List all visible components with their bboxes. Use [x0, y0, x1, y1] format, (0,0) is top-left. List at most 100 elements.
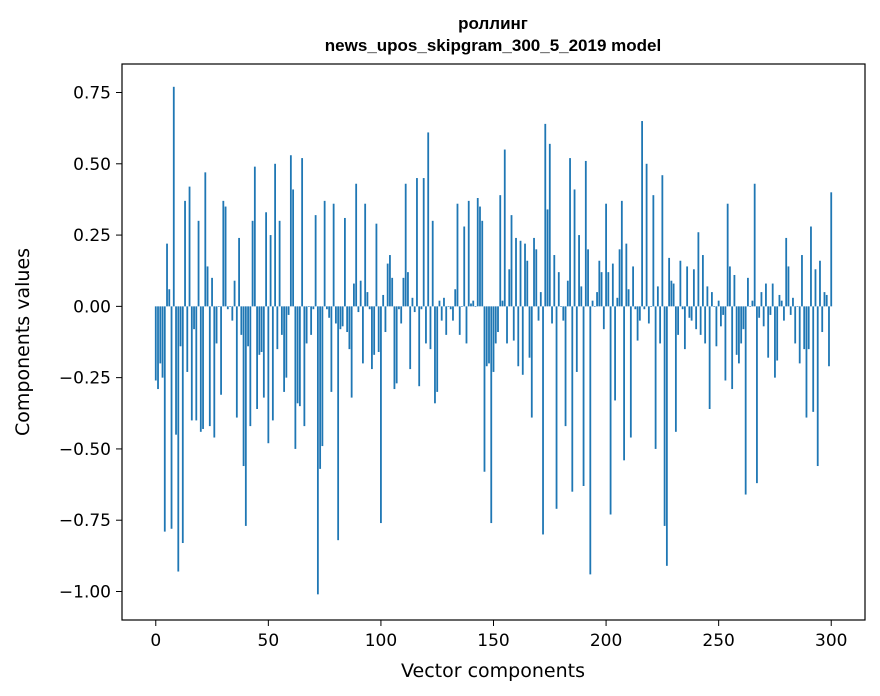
bar-220 — [650, 306, 653, 307]
bar-251 — [720, 306, 722, 327]
bar-233 — [679, 260, 682, 307]
x-tick-label: 100 — [365, 631, 397, 651]
bar-44 — [253, 166, 256, 307]
bar-214 — [636, 306, 639, 341]
bar-137 — [463, 226, 466, 307]
bar-100 — [380, 306, 382, 524]
bar-203 — [611, 263, 614, 307]
bar-117 — [418, 306, 421, 387]
y-tick-label: 0.75 — [73, 84, 111, 104]
bar-159 — [512, 306, 515, 341]
bar-139 — [467, 200, 470, 307]
bar-138 — [465, 306, 468, 344]
bar-288 — [803, 306, 806, 350]
bar-296 — [821, 306, 824, 333]
bar-33 — [229, 306, 231, 307]
y-tick-label: −0.25 — [59, 369, 111, 389]
bar-272 — [767, 306, 770, 358]
bar-148 — [488, 306, 490, 364]
bar-275 — [774, 306, 776, 378]
bar-155 — [503, 149, 506, 307]
bar-208 — [623, 306, 625, 461]
bar-92 — [362, 306, 364, 364]
bar-24 — [208, 306, 211, 427]
bar-110 — [402, 277, 405, 307]
bars-group — [154, 86, 833, 595]
y-tick-label: −0.50 — [59, 440, 111, 460]
bar-112 — [407, 272, 409, 307]
bar-50 — [267, 306, 270, 444]
bar-75 — [323, 200, 326, 307]
bar-156 — [506, 306, 508, 344]
bar-122 — [429, 306, 432, 350]
bar-167 — [530, 306, 533, 418]
x-tick-label: 0 — [150, 631, 161, 651]
bar-87 — [350, 306, 353, 398]
bar-73 — [319, 306, 322, 469]
bar-188 — [578, 235, 580, 307]
bar-282 — [789, 306, 792, 315]
bar-215 — [638, 306, 641, 321]
bar-99 — [377, 306, 380, 352]
bar-229 — [670, 280, 673, 307]
bar-18 — [195, 306, 198, 421]
bar-244 — [704, 306, 707, 344]
bar-111 — [404, 183, 407, 307]
bar-180 — [560, 306, 562, 307]
bar-277 — [778, 294, 781, 307]
bar-241 — [697, 232, 700, 307]
bar-185 — [571, 306, 574, 492]
bar-160 — [515, 237, 517, 307]
bar-142 — [474, 306, 477, 307]
y-axis-ticks: 0.75 0.50 0.25 0.00 −0.25 −0.50 −0.75 −1.00 — [59, 84, 122, 602]
bar-77 — [328, 306, 331, 318]
bar-151 — [494, 306, 497, 344]
bar-207 — [620, 200, 623, 307]
bar-273 — [769, 306, 772, 315]
bar-49 — [265, 212, 267, 307]
bar-245 — [706, 286, 709, 307]
bar-179 — [557, 272, 560, 307]
bar-126 — [438, 300, 441, 307]
bar-55 — [278, 220, 281, 307]
x-tick-label: 200 — [590, 631, 622, 651]
bar-205 — [616, 297, 619, 307]
bar-195 — [593, 306, 596, 307]
bar-114 — [411, 297, 414, 307]
bar-104 — [389, 255, 391, 307]
y-tick-label: 0.25 — [73, 226, 111, 246]
x-tick-label: 300 — [815, 631, 847, 651]
plot-frame — [121, 63, 866, 621]
bar-228 — [668, 257, 671, 307]
bar-252 — [722, 306, 725, 315]
bar-238 — [690, 306, 693, 321]
bar-22 — [204, 172, 207, 307]
bar-128 — [443, 297, 445, 307]
bar-136 — [461, 306, 463, 307]
x-tick-label: 250 — [702, 631, 734, 651]
bar-144 — [479, 206, 481, 307]
bar-78 — [330, 306, 333, 392]
bar-178 — [555, 306, 558, 509]
bar-71 — [314, 215, 317, 307]
bar-176 — [551, 306, 553, 324]
bar-108 — [398, 306, 400, 310]
bar-239 — [692, 269, 695, 307]
bar-169 — [535, 249, 538, 307]
bar-171 — [539, 292, 542, 307]
x-tick-label: 50 — [258, 631, 280, 651]
bar-199 — [602, 306, 605, 330]
bar-213 — [634, 306, 637, 310]
bar-15 — [188, 186, 191, 307]
bar-164 — [524, 243, 526, 307]
bar-66 — [303, 306, 306, 427]
bar-255 — [729, 266, 731, 307]
bar-161 — [517, 306, 520, 367]
bar-249 — [715, 306, 718, 347]
bar-248 — [713, 306, 716, 307]
bar-260 — [740, 306, 743, 344]
bar-69 — [310, 306, 313, 335]
bar-51 — [269, 235, 272, 307]
bar-234 — [681, 306, 684, 310]
bar-149 — [490, 306, 493, 524]
